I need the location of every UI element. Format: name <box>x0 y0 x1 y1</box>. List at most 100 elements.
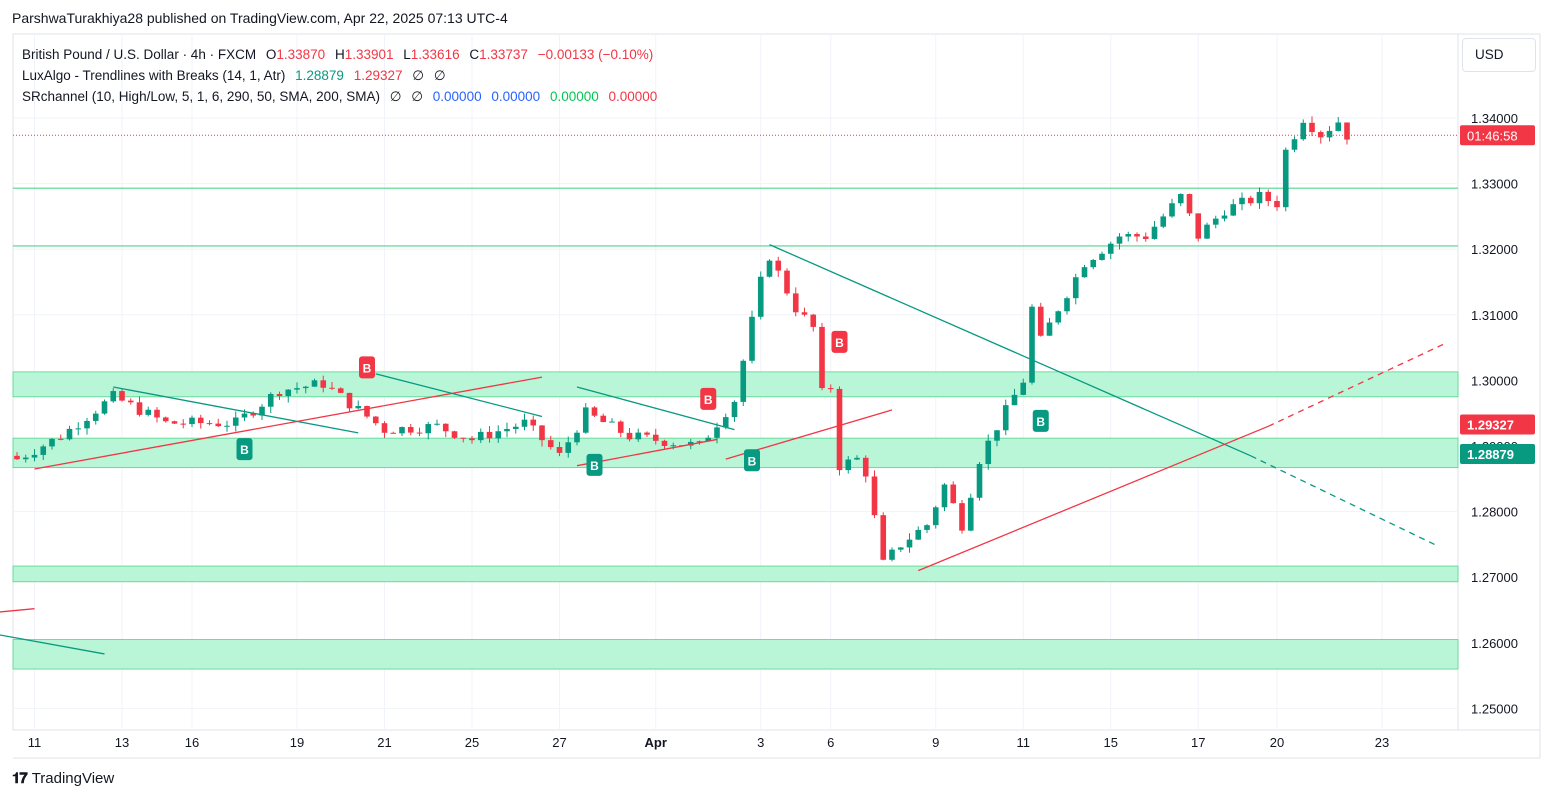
candle-body <box>696 441 703 443</box>
indicator-1-value-3: ∅ <box>412 68 425 83</box>
candle-body <box>171 421 178 424</box>
candle-body <box>1029 306 1035 383</box>
candle-body <box>407 427 414 433</box>
candle-body <box>1221 215 1228 219</box>
candle-body <box>897 547 904 550</box>
candle-body <box>1265 191 1272 202</box>
bearish-break-marker[interactable] <box>831 330 848 353</box>
candle-body <box>565 442 572 453</box>
price-change: −0.00133 (−0.10%) <box>537 47 654 62</box>
candle-body <box>381 423 388 433</box>
y-tick-label: 1.32000 <box>1471 242 1518 257</box>
trendline <box>576 386 735 431</box>
candle-body <box>232 417 239 426</box>
tradingview-logo-icon: 𝟏𝟕 <box>12 770 28 787</box>
indicator-2-value-6: 0.00000 <box>608 89 658 104</box>
candle-body <box>75 428 82 430</box>
x-tick-label: 27 <box>552 735 566 750</box>
trendline <box>113 386 359 434</box>
tradingview-logo[interactable]: 𝟏𝟕 TradingView <box>12 770 114 787</box>
candle-body <box>862 457 869 477</box>
bearish-break-marker[interactable] <box>700 387 717 410</box>
candle-body <box>469 438 475 441</box>
candle-body <box>337 388 344 393</box>
currency-button[interactable]: USD <box>1462 38 1536 72</box>
indicator-2-value-1: ∅ <box>389 89 402 104</box>
candle-body <box>941 484 948 508</box>
candle-body <box>784 270 790 294</box>
ohlc-low-value: 1.33616 <box>410 47 460 62</box>
candle-body <box>1099 253 1105 260</box>
bearish-break-marker[interactable] <box>359 356 375 379</box>
candle-body <box>1116 236 1123 244</box>
candle-body <box>1291 139 1298 150</box>
candle-body <box>451 431 458 438</box>
candle-body <box>189 417 195 425</box>
bullish-break-marker[interactable] <box>1032 409 1049 432</box>
candle-body <box>1344 122 1350 140</box>
candle-body <box>267 393 274 407</box>
candle-body <box>442 423 449 432</box>
ohlc-close-label: C <box>469 47 480 62</box>
y-tick-label: 1.33000 <box>1471 177 1518 192</box>
candle-body <box>556 446 563 453</box>
indicator-2-title[interactable]: SRchannel (10, High/Low, 5, 1, 6, 290, 5… <box>22 89 380 104</box>
x-tick-label: 3 <box>757 735 764 750</box>
candle-body <box>1212 218 1219 225</box>
candle-body <box>661 440 668 446</box>
candle-body <box>670 445 677 447</box>
candle-body <box>766 260 773 277</box>
candle-body <box>495 431 502 439</box>
candle-body <box>136 402 143 415</box>
candle-body <box>92 413 99 421</box>
indicator-2-value-5: 0.00000 <box>549 89 599 104</box>
candle-body <box>1125 234 1132 237</box>
candle-body <box>714 427 720 438</box>
candle-body <box>276 393 283 397</box>
ohlc-open-value: 1.33870 <box>276 47 326 62</box>
symbol-title[interactable]: British Pound / U.S. Dollar · 4h · FXCM <box>22 47 257 62</box>
candle-body <box>197 417 204 424</box>
candle-body <box>180 423 187 425</box>
bullish-break-marker[interactable] <box>744 449 760 472</box>
candle-body <box>1300 122 1307 140</box>
countdown-label-bg <box>1460 125 1535 146</box>
candle-body <box>215 423 222 427</box>
x-tick-label: 15 <box>1104 735 1118 750</box>
x-tick-label: 17 <box>1191 735 1205 750</box>
break-marker-label: B <box>240 443 249 457</box>
candle-body <box>626 432 633 440</box>
candle-body <box>84 420 90 429</box>
candle-body <box>757 276 764 317</box>
candle-body <box>1107 243 1114 254</box>
candle-body <box>154 409 160 418</box>
y-tick-label: 1.34000 <box>1471 111 1518 126</box>
candle-body <box>810 314 817 327</box>
candle-body <box>1186 194 1193 214</box>
legend-row-symbol[interactable]: British Pound / U.S. Dollar · 4h · FXCM … <box>22 44 657 65</box>
ohlc-low-label: L <box>403 47 411 62</box>
candle-body <box>434 423 440 425</box>
bullish-break-marker[interactable] <box>586 453 603 476</box>
candle-body <box>775 260 782 271</box>
candle-body <box>294 388 300 390</box>
candle-body <box>1195 213 1202 239</box>
candle-body <box>416 432 423 434</box>
legend-row-indicator-1[interactable]: LuxAlgo - Trendlines with Breaks (14, 1,… <box>22 65 657 86</box>
candle-body <box>1204 224 1210 239</box>
candle-body <box>749 316 755 361</box>
candle-body <box>1230 204 1237 216</box>
candle-body <box>1072 277 1079 299</box>
candle-body <box>1247 197 1254 204</box>
bullish-break-marker[interactable] <box>236 438 253 461</box>
indicator-value-label-bg <box>1460 414 1535 435</box>
candle-body <box>1169 203 1175 217</box>
candle-body <box>854 457 860 460</box>
indicator-1-title[interactable]: LuxAlgo - Trendlines with Breaks (14, 1,… <box>22 68 286 83</box>
candle-body <box>932 507 939 526</box>
indicator-2-value-3: 0.00000 <box>432 89 482 104</box>
sr-zone <box>12 371 1459 398</box>
candle-body <box>145 409 152 415</box>
legend-row-indicator-2[interactable]: SRchannel (10, High/Low, 5, 1, 6, 290, 5… <box>22 86 657 107</box>
